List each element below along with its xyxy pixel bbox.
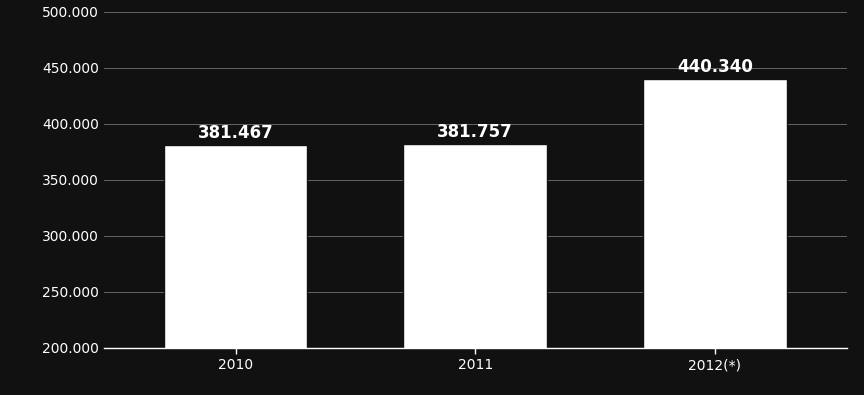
Bar <box>163 145 308 395</box>
Text: 381.757: 381.757 <box>437 123 513 141</box>
Text: 381.467: 381.467 <box>198 124 273 142</box>
Bar <box>643 79 787 395</box>
Text: 440.340: 440.340 <box>677 58 753 76</box>
Bar <box>403 144 547 395</box>
